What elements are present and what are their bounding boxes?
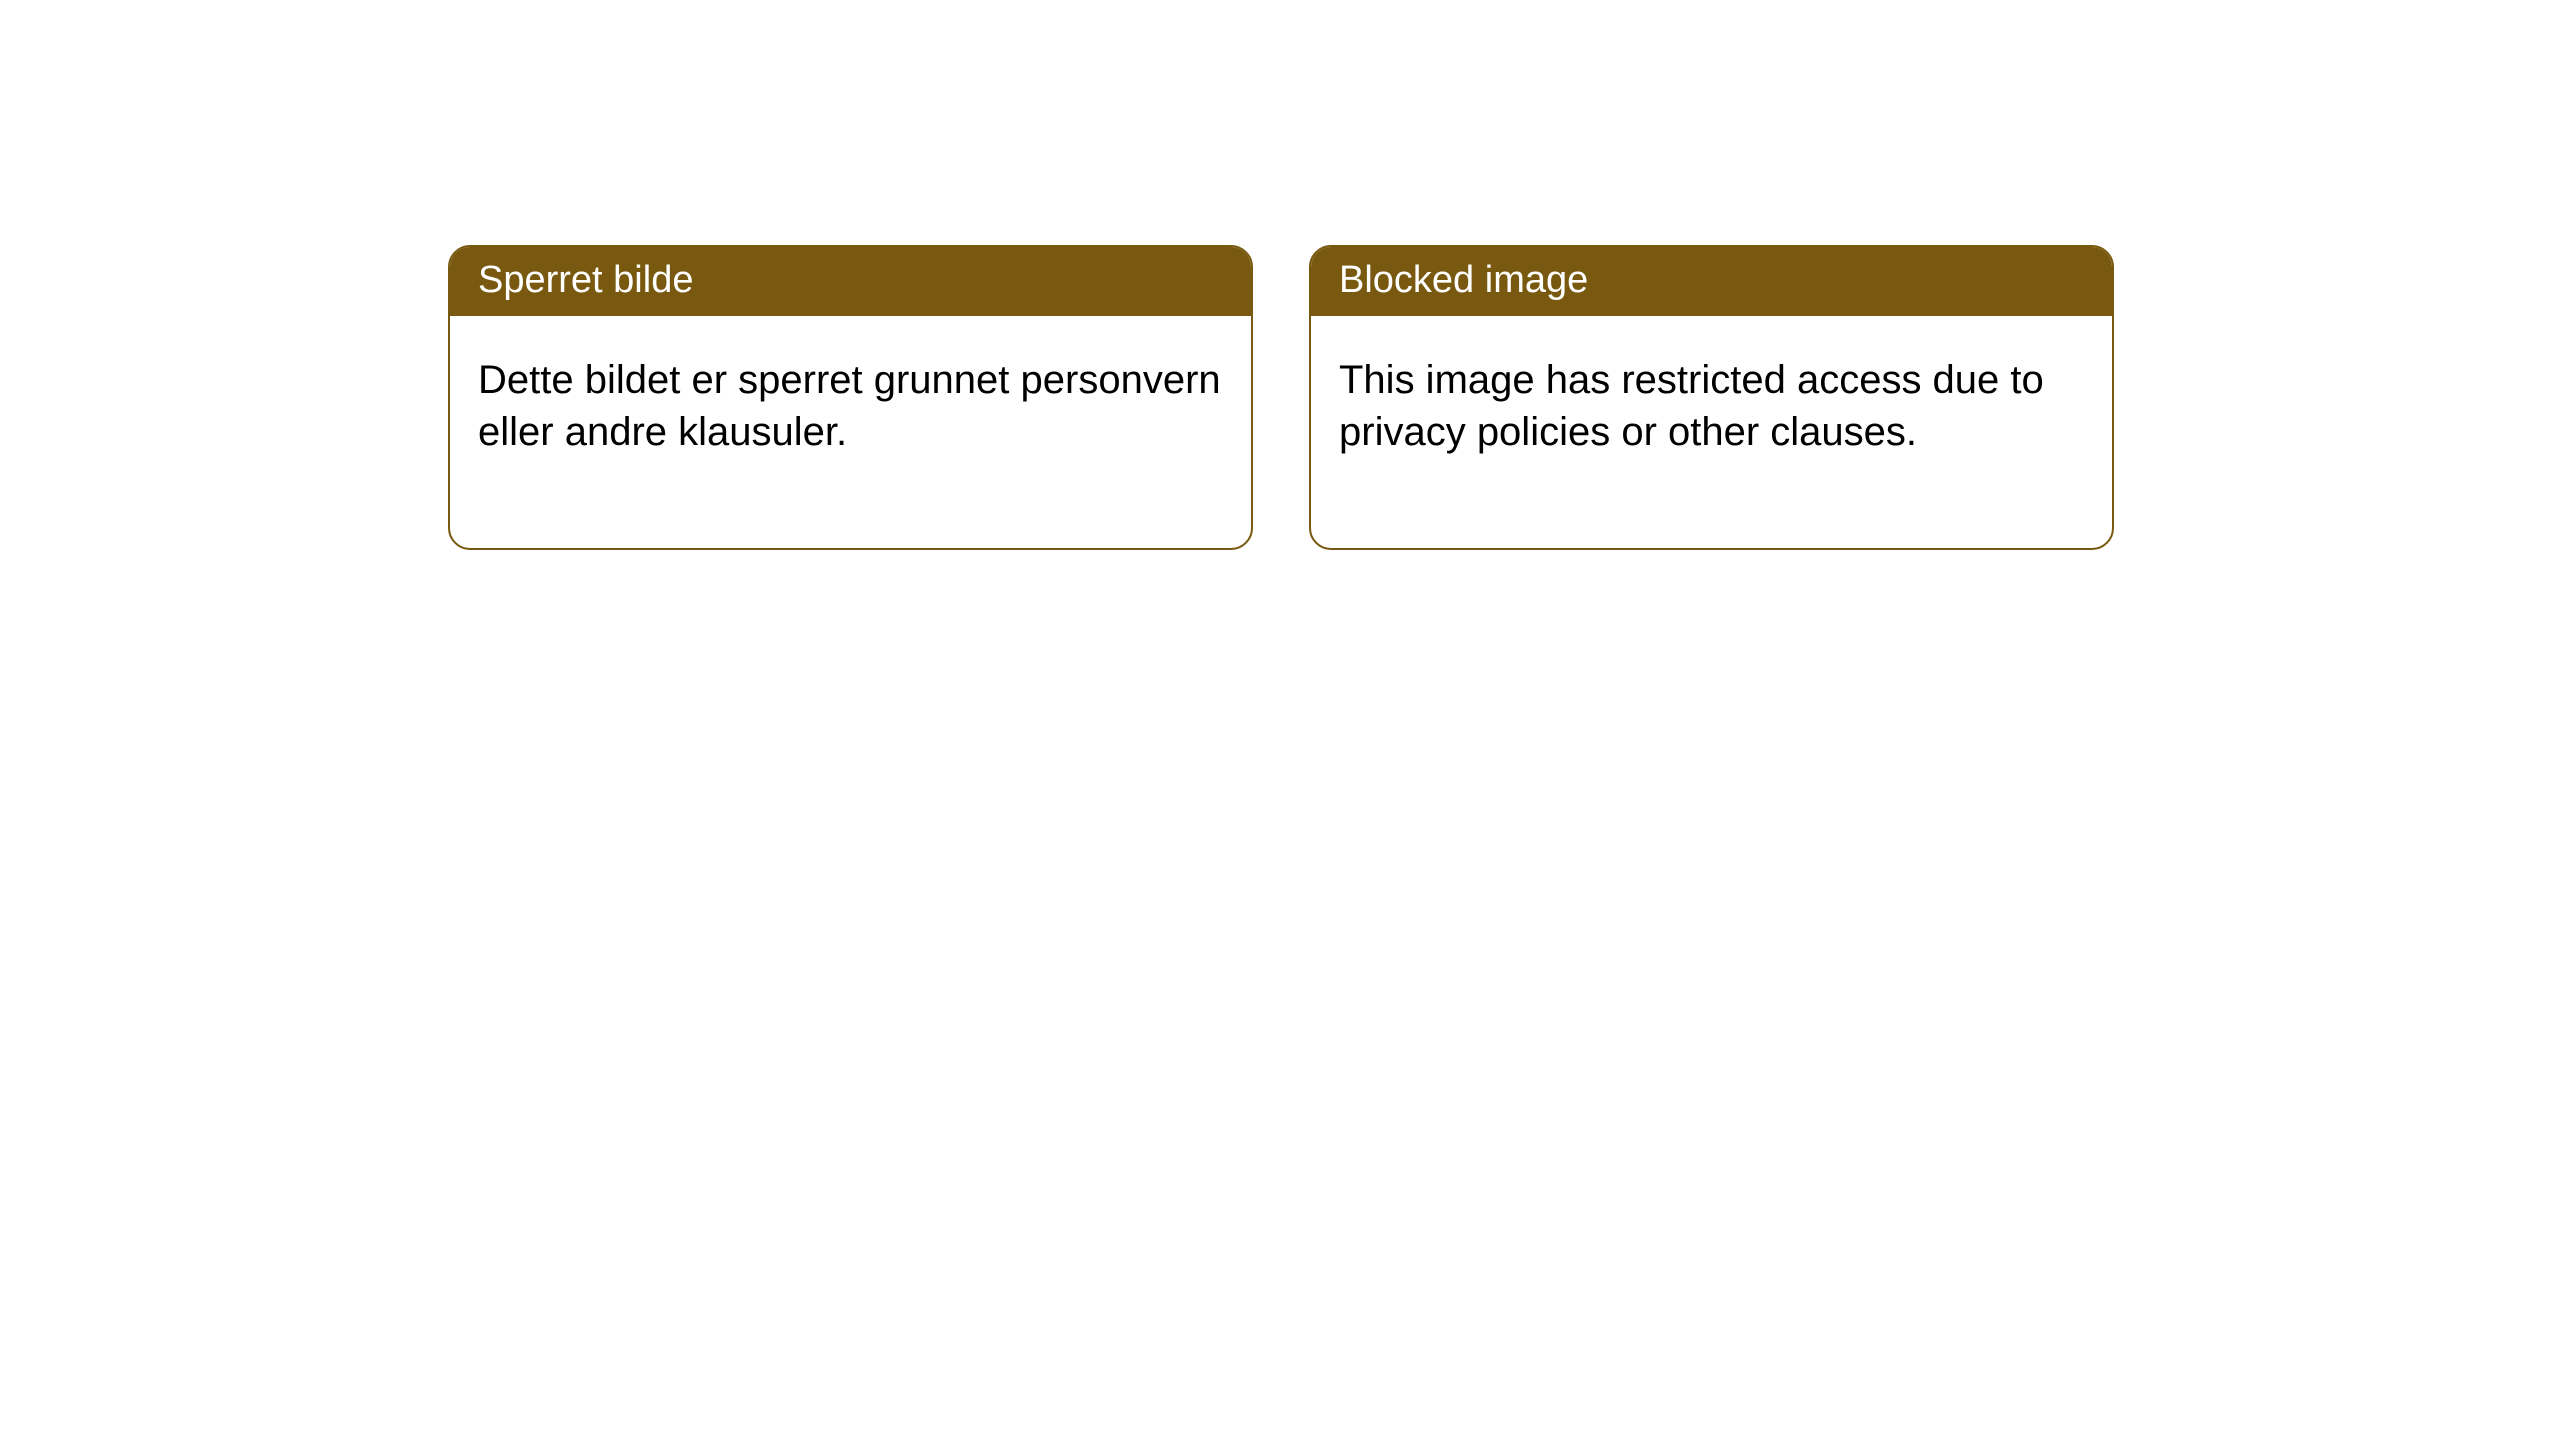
blocked-image-card-norwegian: Sperret bilde Dette bildet er sperret gr… [448, 245, 1253, 550]
blocked-image-card-english: Blocked image This image has restricted … [1309, 245, 2114, 550]
card-header-english: Blocked image [1311, 247, 2112, 316]
card-body-norwegian: Dette bildet er sperret grunnet personve… [450, 316, 1251, 548]
card-body-english: This image has restricted access due to … [1311, 316, 2112, 548]
notice-container: Sperret bilde Dette bildet er sperret gr… [448, 245, 2114, 550]
card-header-norwegian: Sperret bilde [450, 247, 1251, 316]
